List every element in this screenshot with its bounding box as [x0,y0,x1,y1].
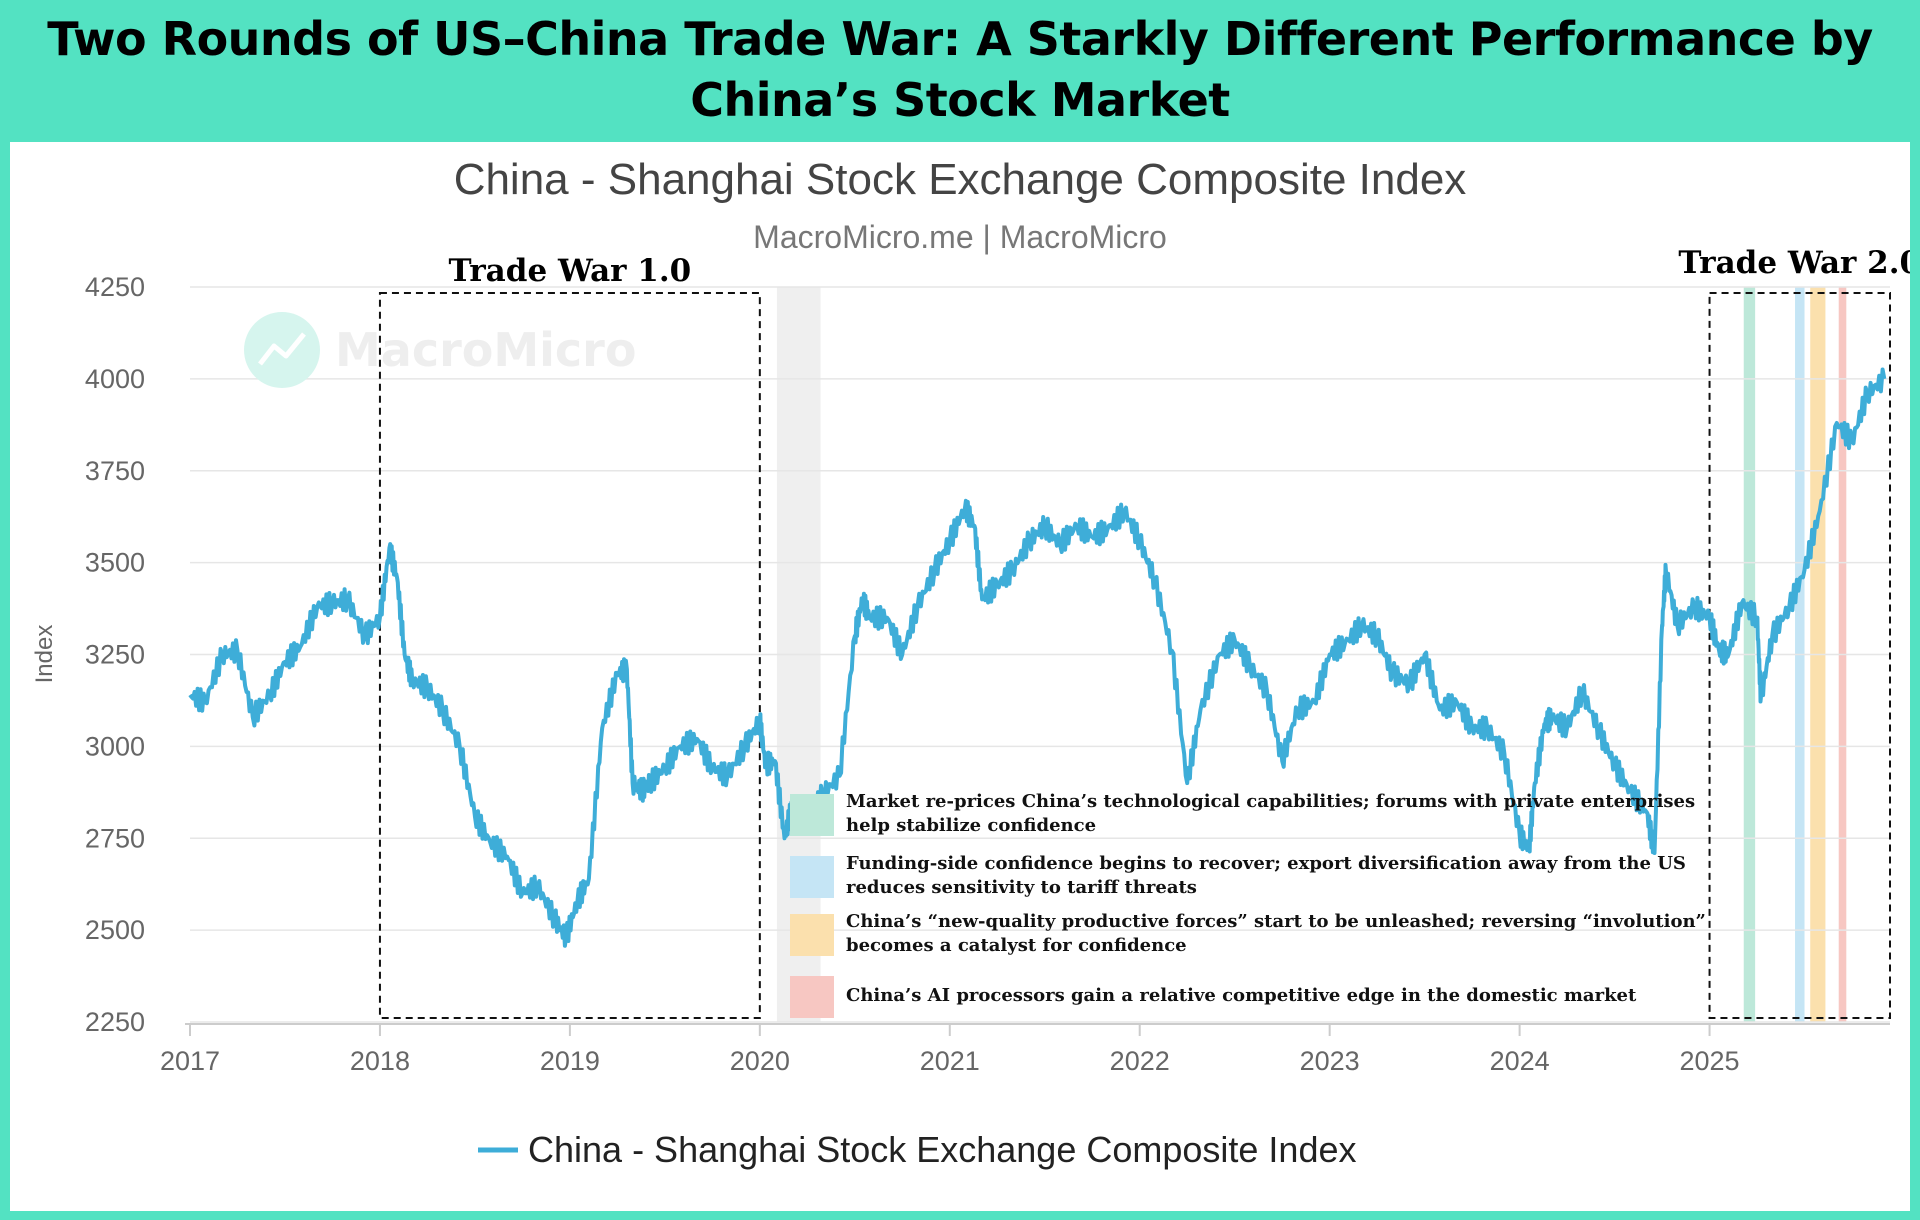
series-legend: China - Shanghai Stock Exchange Composit… [478,1129,1357,1170]
x-tick-label: 2019 [540,1046,600,1076]
trade-war-label-2: Trade War 2.0 [1678,245,1910,281]
trade-war-box-1 [378,292,761,1019]
annotation-legend-item-pink: China’s AI processors gain a relative co… [790,972,1710,1022]
x-tick-labels: 2017 2018 2019 2020 2021 2022 2023 2024 2025 [160,1024,1740,1076]
y-tick-labels: 2250 2500 2750 3000 3250 3500 3750 4000 4250 [85,272,145,1037]
annotation-legend-text: China’s AI processors gain a relative co… [846,985,1637,1006]
trade-war-boxes: Trade War 1.0 Trade War 2.0 [378,245,1910,1019]
y-tick-label: 3750 [85,456,145,486]
y-axis-label: Index [31,625,58,684]
annotation-legend-swatch [790,914,834,956]
annotation-legend-text: Funding-side confidence begins to recove… [846,853,1686,898]
annotation-legend-swatch [790,976,834,1018]
annotation-legend-item-green: Market re-prices China’s technological c… [790,790,1710,840]
annotation-legend-text: China’s “new-quality productive forces” … [846,911,1706,956]
annotation-legend-text: Market re-prices China’s technological c… [846,791,1696,836]
y-tick-label: 4250 [85,272,145,302]
watermark-chart-icon [258,332,306,366]
title-banner: Two Rounds of US–China Trade War: A Star… [0,0,1920,140]
chart-title: China - Shanghai Stock Exchange Composit… [454,155,1467,204]
x-tick-label: 2017 [160,1046,220,1076]
annotation-legend-swatch [790,856,834,898]
series-line-shanghai-composite [188,367,1887,948]
series-legend-label: China - Shanghai Stock Exchange Composit… [528,1129,1357,1170]
grid-lines [185,286,1890,1025]
page-title: Two Rounds of US–China Trade War: A Star… [47,12,1873,127]
trade-war-box-2 [1708,292,1892,1019]
y-tick-label: 2500 [85,915,145,945]
watermark: MacroMicro [244,312,636,388]
y-tick-label: 4000 [85,364,145,394]
y-tick-label: 3000 [85,731,145,761]
trade-war-label-1: Trade War 1.0 [449,253,692,289]
y-tick-label: 2250 [85,1007,145,1037]
chart-subtitle: MacroMicro.me | MacroMicro [753,219,1167,255]
x-tick-label: 2022 [1110,1046,1170,1076]
x-tick-label: 2024 [1490,1046,1550,1076]
annotation-legend-item-blue: Funding-side confidence begins to recove… [790,852,1710,902]
annotation-legend-item-orange: China’s “new-quality productive forces” … [790,910,1710,960]
annotation-legend-swatch [790,794,834,836]
y-tick-label: 3500 [85,548,145,578]
x-tick-label: 2020 [730,1046,790,1076]
x-tick-label: 2023 [1300,1046,1360,1076]
watermark-text: MacroMicro [335,323,636,377]
x-tick-label: 2018 [350,1046,410,1076]
y-tick-label: 3250 [85,640,145,670]
x-tick-label: 2021 [920,1046,980,1076]
y-tick-label: 2750 [85,823,145,853]
chart-svg: MacroMicro China - Shanghai Stock Exchan… [31,155,1910,1170]
chart-panel: MacroMicro China - Shanghai Stock Exchan… [10,142,1910,1211]
x-tick-label: 2025 [1680,1046,1740,1076]
